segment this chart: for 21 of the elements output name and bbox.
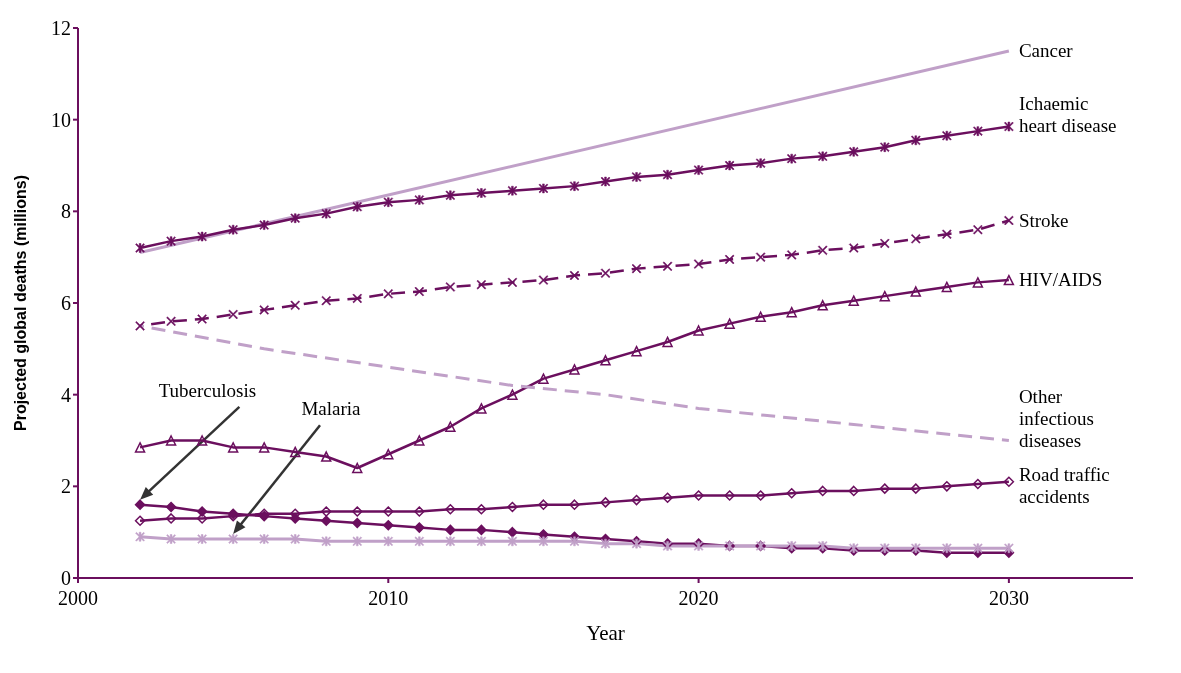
text: Tuberculosis: [158, 379, 257, 401]
y-tick-label: 10: [51, 108, 71, 131]
x-tick-label: 2030: [988, 587, 1029, 610]
series-label: Road traffic accidents: [1018, 463, 1110, 507]
y-axis-title: Projected global deaths (millions): [11, 174, 29, 432]
series-label: HIV/AIDS: [1018, 269, 1103, 291]
text: Malaria: [301, 398, 362, 420]
x-axis-title: Year: [586, 621, 625, 645]
x-tick-label: 2000: [58, 587, 98, 610]
y-tick-label: 8: [61, 200, 71, 223]
y-tick-label: 12: [51, 17, 71, 40]
series-label: Cancer: [1018, 39, 1074, 61]
x-tick-label: 2010: [368, 587, 409, 610]
series-label: Stroke: [1018, 209, 1069, 231]
y-tick-label: 2: [61, 475, 71, 498]
y-tick-label: 0: [61, 567, 71, 590]
y-tick-label: 6: [61, 292, 71, 315]
series-label: Ichaemic heart disease: [1018, 92, 1117, 136]
x-tick-label: 2020: [678, 587, 719, 610]
series-label: Other infectious diseases: [1018, 385, 1094, 451]
y-tick-label: 4: [61, 383, 71, 406]
